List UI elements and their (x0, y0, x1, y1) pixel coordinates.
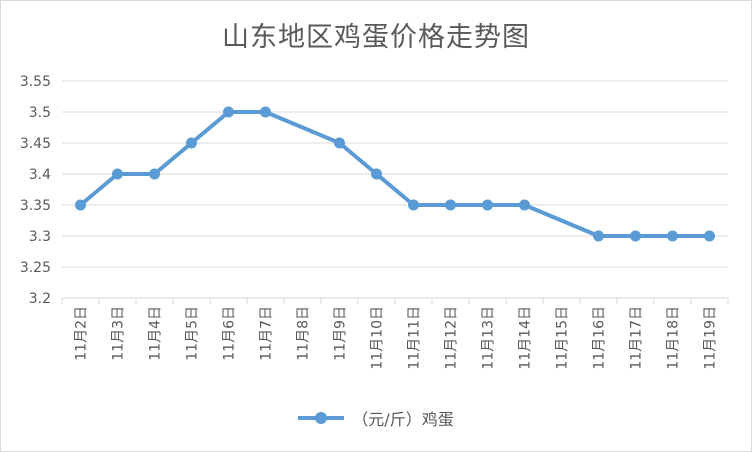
x-tick-label: 11月5日 (185, 306, 201, 361)
y-tick-label: 3.4 (29, 167, 51, 183)
data-point (112, 168, 123, 180)
y-tick-label: 3.45 (20, 136, 51, 152)
y-tick-label: 3.25 (20, 260, 51, 276)
data-point (630, 230, 641, 242)
data-point (223, 106, 234, 118)
legend-label: （元/斤）鸡蛋 (352, 410, 454, 429)
x-tick-label: 11月3日 (111, 306, 127, 361)
y-tick-label: 3.5 (29, 105, 51, 121)
x-tick-label: 11月14日 (518, 306, 534, 370)
x-tick-label: 11月2日 (74, 306, 90, 361)
x-tick-label: 11月11日 (407, 306, 423, 370)
x-tick-label: 11月19日 (703, 306, 719, 370)
x-tick-label: 11月10日 (370, 306, 386, 370)
x-tick-label: 11月18日 (666, 306, 682, 370)
data-point (260, 106, 271, 118)
data-point (704, 230, 715, 242)
series-line (79, 110, 710, 238)
data-point (334, 137, 345, 149)
data-point (593, 230, 604, 242)
x-tick-label: 11月6日 (222, 306, 238, 361)
data-point (519, 199, 530, 211)
x-tick-label: 11月15日 (555, 306, 571, 370)
x-tick-label: 11月16日 (592, 306, 608, 370)
chart-title: 山东地区鸡蛋价格走势图 (222, 22, 530, 53)
x-tick-label: 11月13日 (481, 306, 497, 370)
y-tick-label: 3.2 (29, 291, 51, 307)
x-tick-label: 11月7日 (259, 306, 275, 361)
x-tick-label: 11月4日 (148, 306, 164, 361)
data-point (186, 137, 197, 149)
data-point (149, 168, 160, 180)
y-tick-label: 3.3 (29, 229, 51, 245)
x-tick-label: 11月12日 (444, 306, 460, 370)
data-point (482, 199, 493, 211)
y-tick-label: 3.35 (20, 198, 51, 214)
x-tick-label: 11月9日 (333, 306, 349, 361)
legend-swatch (298, 412, 345, 424)
y-tick-label: 3.55 (20, 74, 51, 90)
data-point (408, 199, 419, 211)
data-point (667, 230, 678, 242)
data-point (75, 199, 86, 211)
data-point (445, 199, 456, 211)
data-point (371, 168, 382, 180)
x-tick-label: 11月17日 (629, 306, 645, 370)
x-tick-label: 11月8日 (296, 306, 312, 361)
legend: （元/斤）鸡蛋 (1, 406, 751, 430)
